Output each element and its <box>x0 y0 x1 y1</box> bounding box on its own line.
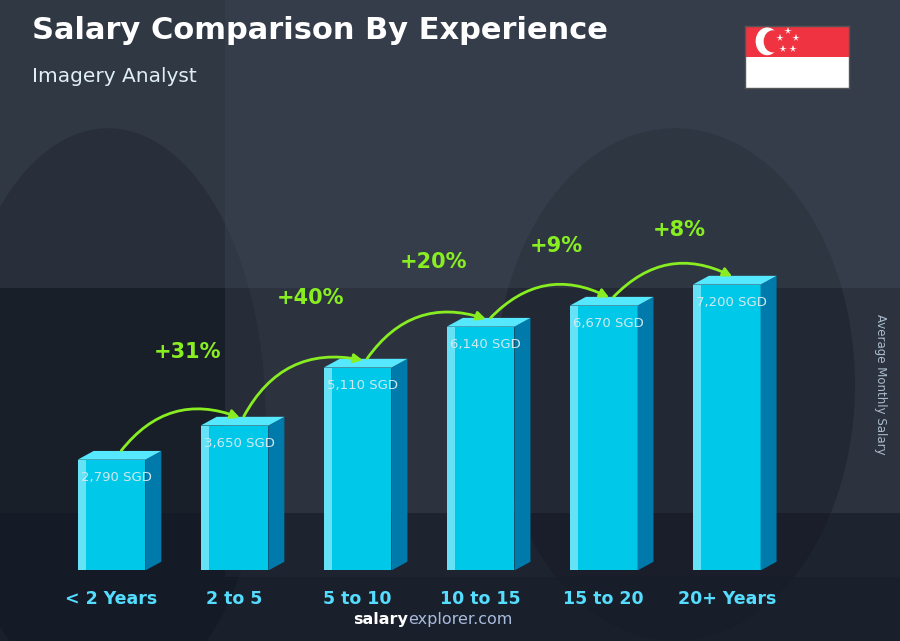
Bar <box>446 327 454 570</box>
Circle shape <box>756 28 778 54</box>
Text: Imagery Analyst: Imagery Analyst <box>32 67 196 87</box>
Text: 5,110 SGD: 5,110 SGD <box>327 379 398 392</box>
Polygon shape <box>760 276 777 570</box>
Circle shape <box>764 31 781 52</box>
Text: Salary Comparison By Experience: Salary Comparison By Experience <box>32 16 608 45</box>
Bar <box>745 57 849 88</box>
Text: explorer.com: explorer.com <box>408 612 512 627</box>
Polygon shape <box>693 276 777 285</box>
Text: Average Monthly Salary: Average Monthly Salary <box>874 314 886 455</box>
Text: +20%: +20% <box>400 253 467 272</box>
Ellipse shape <box>0 128 266 641</box>
Polygon shape <box>77 451 161 460</box>
Bar <box>446 327 515 570</box>
Text: 2,790 SGD: 2,790 SGD <box>81 470 152 484</box>
Bar <box>693 285 760 570</box>
Bar <box>570 306 578 570</box>
Polygon shape <box>324 359 408 367</box>
Ellipse shape <box>495 128 855 641</box>
Polygon shape <box>515 318 530 570</box>
Polygon shape <box>392 359 408 570</box>
Text: +40%: +40% <box>276 288 344 308</box>
Bar <box>0 513 900 641</box>
Polygon shape <box>570 297 653 306</box>
Polygon shape <box>201 417 284 426</box>
Bar <box>693 285 701 570</box>
Text: +31%: +31% <box>153 342 220 362</box>
Bar <box>77 460 86 570</box>
Text: 6,670 SGD: 6,670 SGD <box>573 317 643 329</box>
Text: 6,140 SGD: 6,140 SGD <box>450 338 521 351</box>
Bar <box>201 426 209 570</box>
Text: +9%: +9% <box>530 236 583 256</box>
Text: 7,200 SGD: 7,200 SGD <box>696 296 767 309</box>
Text: salary: salary <box>353 612 408 627</box>
Polygon shape <box>446 318 530 327</box>
Bar <box>225 0 900 577</box>
Bar <box>745 26 849 57</box>
Text: 3,650 SGD: 3,650 SGD <box>204 437 274 449</box>
Polygon shape <box>145 451 161 570</box>
Bar <box>201 426 268 570</box>
Bar <box>77 460 145 570</box>
Polygon shape <box>637 297 653 570</box>
Bar <box>324 367 392 570</box>
Bar <box>570 306 637 570</box>
Bar <box>324 367 332 570</box>
Bar <box>0 0 900 288</box>
Polygon shape <box>268 417 284 570</box>
Text: +8%: +8% <box>652 220 706 240</box>
